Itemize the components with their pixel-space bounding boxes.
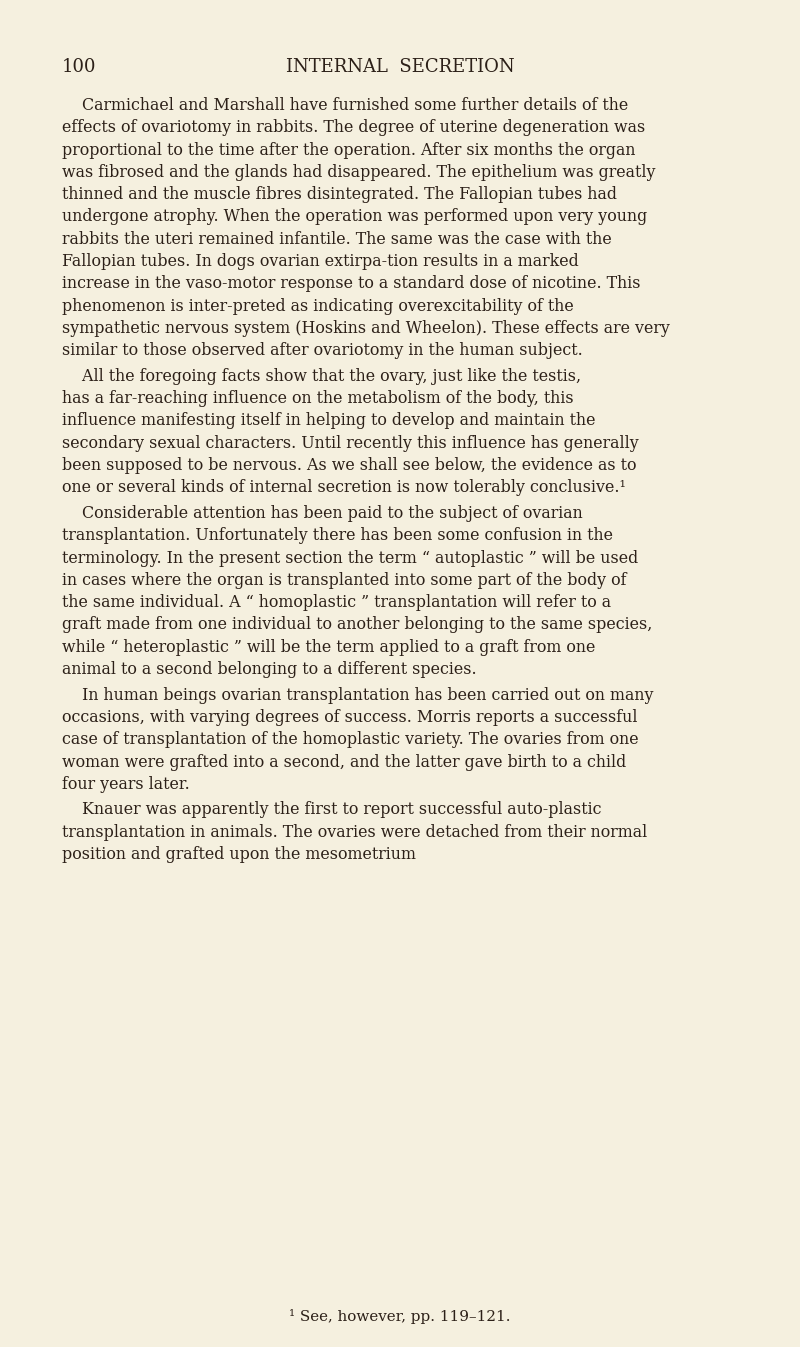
- Text: transplantation. Unfortunately there has been some confusion in the: transplantation. Unfortunately there has…: [62, 527, 613, 544]
- Text: case of transplantation of the homoplastic variety. The ovaries from one: case of transplantation of the homoplast…: [62, 731, 638, 748]
- Text: animal to a second belonging to a different species.: animal to a second belonging to a differ…: [62, 661, 476, 678]
- Text: the same individual. A “ homoplastic ” transplantation will refer to a: the same individual. A “ homoplastic ” t…: [62, 594, 610, 612]
- Text: sympathetic nervous system (Hoskins and Wheelon). These effects are very: sympathetic nervous system (Hoskins and …: [62, 319, 670, 337]
- Text: in cases where the organ is transplanted into some part of the body of: in cases where the organ is transplanted…: [62, 572, 626, 589]
- Text: woman were grafted into a second, and the latter gave birth to a child: woman were grafted into a second, and th…: [62, 753, 626, 770]
- Text: effects of ovariotomy in rabbits. The degree of uterine degeneration was: effects of ovariotomy in rabbits. The de…: [62, 120, 645, 136]
- Text: occasions, with varying degrees of success. Morris reports a successful: occasions, with varying degrees of succe…: [62, 709, 637, 726]
- Text: terminology. In the present section the term “ autoplastic ” will be used: terminology. In the present section the …: [62, 550, 638, 567]
- Text: been supposed to be nervous. As we shall see below, the evidence as to: been supposed to be nervous. As we shall…: [62, 457, 636, 474]
- Text: thinned and the muscle fibres disintegrated. The Fallopian tubes had: thinned and the muscle fibres disintegra…: [62, 186, 617, 203]
- Text: four years later.: four years later.: [62, 776, 190, 793]
- Text: INTERNAL  SECRETION: INTERNAL SECRETION: [286, 58, 514, 75]
- Text: has a far-reaching influence on the metabolism of the body, this: has a far-reaching influence on the meta…: [62, 391, 574, 407]
- Text: All the foregoing facts show that the ovary, just like the testis,: All the foregoing facts show that the ov…: [62, 368, 581, 385]
- Text: ¹ See, however, pp. 119–121.: ¹ See, however, pp. 119–121.: [290, 1309, 510, 1324]
- Text: secondary sexual characters. Until recently this influence has generally: secondary sexual characters. Until recen…: [62, 435, 638, 451]
- Text: increase in the vaso-motor response to a standard dose of nicotine. This: increase in the vaso-motor response to a…: [62, 275, 640, 292]
- Text: similar to those observed after ovariotomy in the human subject.: similar to those observed after ovarioto…: [62, 342, 582, 360]
- Text: proportional to the time after the operation. After six months the organ: proportional to the time after the opera…: [62, 141, 635, 159]
- Text: position and grafted upon the mesometrium: position and grafted upon the mesometriu…: [62, 846, 416, 863]
- Text: one or several kinds of internal secretion is now tolerably conclusive.¹: one or several kinds of internal secreti…: [62, 480, 626, 496]
- Text: Considerable attention has been paid to the subject of ovarian: Considerable attention has been paid to …: [62, 505, 582, 521]
- Text: In human beings ovarian transplantation has been carried out on many: In human beings ovarian transplantation …: [62, 687, 653, 703]
- Text: phenomenon is inter­preted as indicating overexcitability of the: phenomenon is inter­preted as indicating…: [62, 298, 574, 315]
- Text: Carmichael and Marshall have furnished some further details of the: Carmichael and Marshall have furnished s…: [62, 97, 628, 114]
- Text: while “ heteroplastic ” will be the term applied to a graft from one: while “ heteroplastic ” will be the term…: [62, 638, 595, 656]
- Text: rabbits the uteri remained infantile. The same was the case with the: rabbits the uteri remained infantile. Th…: [62, 230, 611, 248]
- Text: undergone atrophy. When the operation was performed upon very young: undergone atrophy. When the operation wa…: [62, 209, 647, 225]
- Text: Fallopian tubes. In dogs ovarian extirpa­tion results in a marked: Fallopian tubes. In dogs ovarian extirpa…: [62, 253, 578, 269]
- Text: Knauer was apparently the first to report successful auto­plastic: Knauer was apparently the first to repor…: [62, 801, 601, 819]
- Text: 100: 100: [62, 58, 96, 75]
- Text: graft made from one individual to another belonging to the same species,: graft made from one individual to anothe…: [62, 617, 652, 633]
- Text: was fibrosed and the glands had disappeared. The epithelium was greatly: was fibrosed and the glands had disappea…: [62, 164, 655, 180]
- Text: influence manifesting itself in helping to develop and maintain the: influence manifesting itself in helping …: [62, 412, 595, 430]
- Text: transplantation in animals. The ovaries were detached from their normal: transplantation in animals. The ovaries …: [62, 824, 647, 841]
